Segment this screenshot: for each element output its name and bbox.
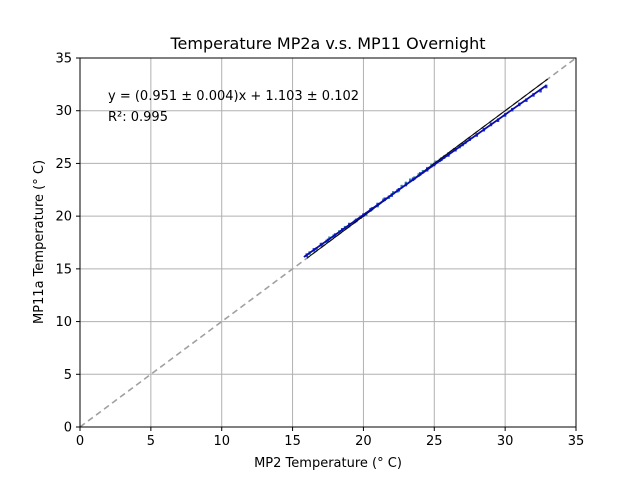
y-axis-label: MP11a Temperature (° C) <box>32 160 47 324</box>
x-tick-label: 35 <box>568 434 585 449</box>
y-tick-label: 20 <box>55 210 72 225</box>
x-tick-label: 30 <box>497 434 514 449</box>
x-axis-label: MP2 Temperature (° C) <box>254 456 402 471</box>
y-tick-label: 15 <box>55 262 72 277</box>
plot-frame <box>79 57 577 428</box>
fit-equation: y = (0.951 ± 0.004)x + 1.103 ± 0.102 <box>108 89 359 104</box>
x-tick-label: 25 <box>426 434 443 449</box>
grid <box>79 57 577 428</box>
data-point <box>400 184 403 189</box>
y-tick-label: 0 <box>64 421 72 436</box>
y-tick-label: 25 <box>55 157 72 172</box>
ticks: 0 5 10 15 20 25 30 35 0 5 10 15 20 25 30 35 <box>55 52 584 450</box>
fit-line <box>303 84 547 258</box>
y-tick-label: 5 <box>64 368 72 383</box>
x-tick-label: 10 <box>213 434 230 449</box>
x-tick-label: 15 <box>284 434 301 449</box>
y-tick-label: 35 <box>55 52 72 67</box>
chart-title: Temperature MP2a v.s. MP11 Overnight <box>169 34 485 53</box>
x-tick-label: 20 <box>355 434 372 449</box>
x-tick-label: 0 <box>76 434 84 449</box>
y-tick-label: 10 <box>55 315 72 330</box>
y-tick-label: 30 <box>55 104 72 119</box>
data-point <box>539 88 542 93</box>
r-squared: R²: 0.995 <box>108 110 168 125</box>
fit-lines <box>303 78 548 259</box>
x-tick-label: 5 <box>147 434 155 449</box>
data-point <box>408 178 412 183</box>
